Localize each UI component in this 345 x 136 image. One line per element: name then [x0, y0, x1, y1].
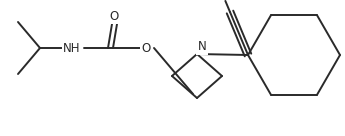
Text: N: N: [198, 41, 206, 53]
Text: O: O: [109, 10, 119, 22]
Text: NH: NH: [63, 41, 81, 55]
Text: O: O: [141, 41, 151, 55]
